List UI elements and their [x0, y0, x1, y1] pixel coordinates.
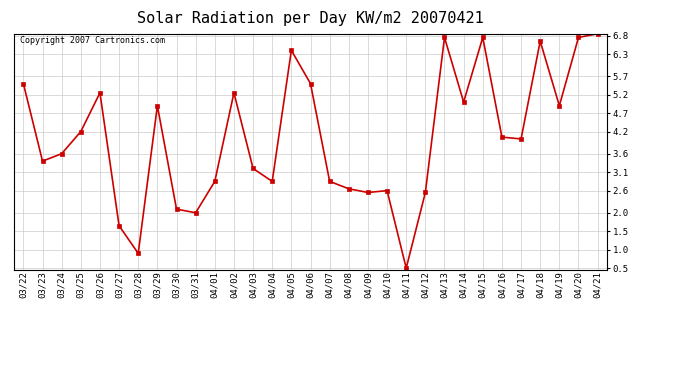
- Text: Solar Radiation per Day KW/m2 20070421: Solar Radiation per Day KW/m2 20070421: [137, 11, 484, 26]
- Text: Copyright 2007 Cartronics.com: Copyright 2007 Cartronics.com: [20, 36, 165, 45]
